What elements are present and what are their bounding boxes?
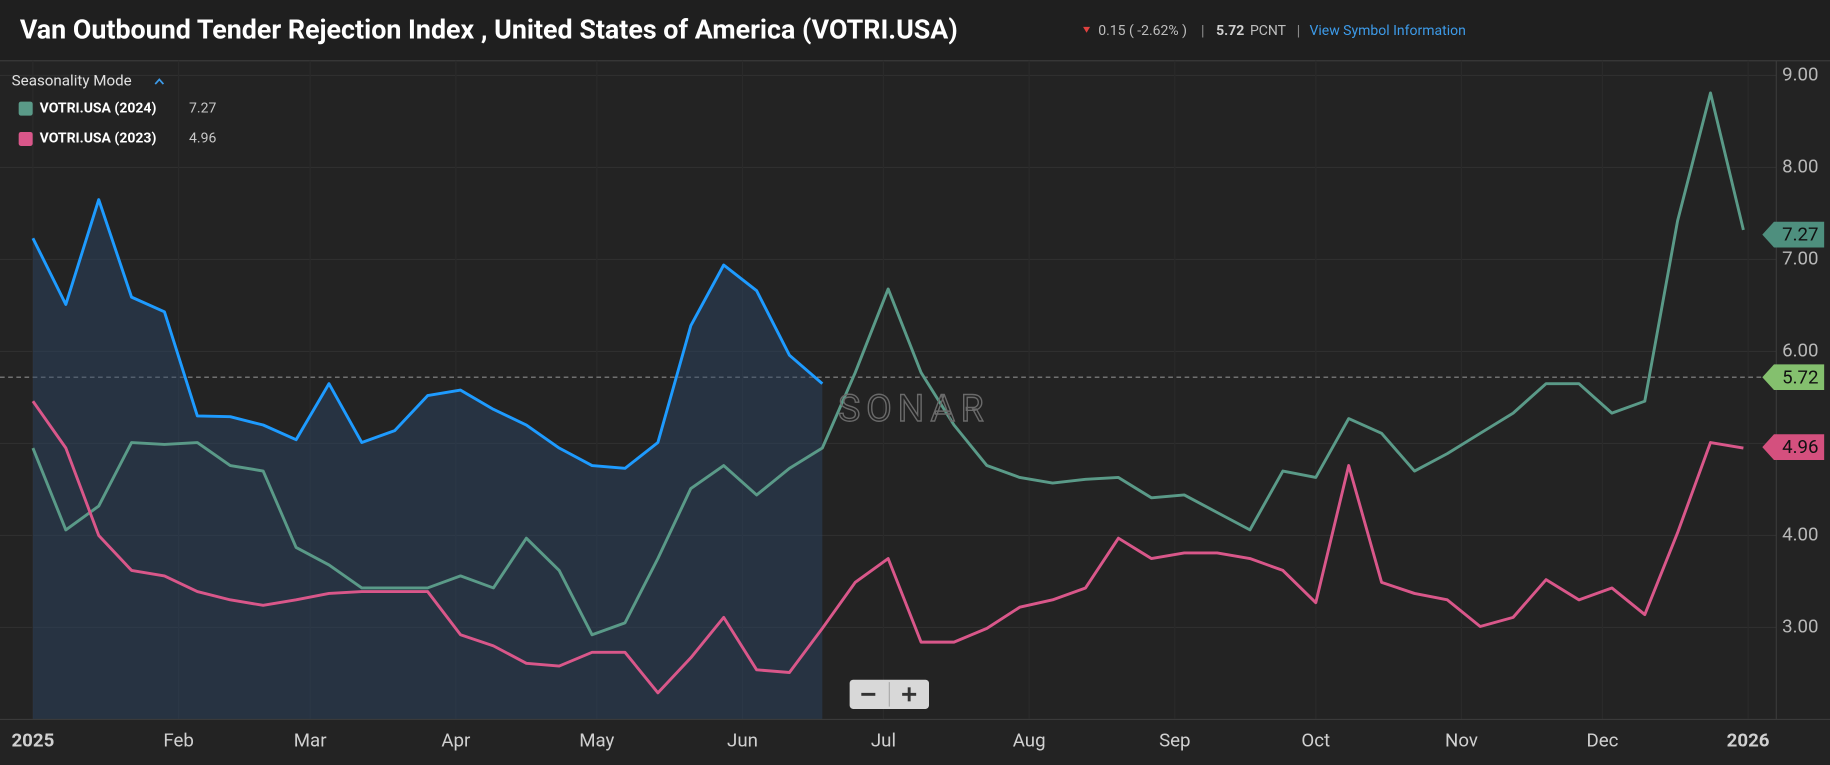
legend-swatch bbox=[18, 131, 33, 146]
price-tag-label: 7.27 bbox=[1782, 224, 1818, 246]
price-tag bbox=[1762, 221, 1825, 248]
mode-label[interactable]: Seasonality Mode bbox=[12, 72, 132, 90]
x-tick-label: Nov bbox=[1445, 730, 1478, 752]
x-tick-label: Dec bbox=[1586, 730, 1618, 752]
x-tick-label: Feb bbox=[163, 730, 194, 752]
separator: | bbox=[1297, 22, 1301, 40]
symbol-info-link[interactable]: View Symbol Information bbox=[1309, 23, 1465, 39]
x-tick-label: May bbox=[579, 730, 614, 752]
x-tick-label: Jul bbox=[871, 730, 896, 752]
x-tick-label: Mar bbox=[294, 730, 327, 752]
zoom-controls bbox=[849, 679, 930, 709]
y-tick-label: 8.00 bbox=[1782, 155, 1818, 177]
x-tick-label: Apr bbox=[441, 730, 471, 752]
legend-label: VOTRI.USA (2023) bbox=[40, 131, 157, 147]
x-tick-label: Sep bbox=[1159, 730, 1190, 752]
line bbox=[31, 91, 1745, 637]
line bbox=[31, 198, 824, 470]
x-tick-label: Jun bbox=[727, 730, 758, 752]
x-tick-label: 2025 bbox=[11, 730, 54, 752]
down-arrow bbox=[1083, 26, 1091, 33]
line bbox=[31, 400, 1744, 695]
price-tag bbox=[1762, 364, 1825, 391]
y-tick-label: 9.00 bbox=[1782, 63, 1818, 85]
legend-swatch bbox=[18, 101, 33, 116]
price-tag bbox=[1762, 434, 1825, 460]
y-tick-label: 4.00 bbox=[1782, 523, 1818, 545]
legend-value: 7.27 bbox=[189, 100, 216, 116]
unit: PCNT bbox=[1250, 23, 1287, 39]
watermark: SONAR bbox=[838, 387, 989, 431]
chart-title: Van Outbound Tender Rejection Index , Un… bbox=[20, 14, 958, 46]
y-tick-label: 7.00 bbox=[1782, 247, 1818, 269]
separator: | bbox=[1201, 22, 1205, 40]
caret[interactable] bbox=[154, 78, 165, 85]
x-tick-label: Oct bbox=[1301, 730, 1330, 752]
y-tick-label: 3.00 bbox=[1782, 615, 1818, 637]
price-tag-label: 5.72 bbox=[1782, 366, 1818, 388]
change: 0.15 ( -2.62% ) bbox=[1098, 23, 1187, 39]
price-tag-label: 4.96 bbox=[1782, 436, 1818, 458]
x-tick-label: Aug bbox=[1013, 730, 1046, 752]
y-tick-label: 6.00 bbox=[1782, 339, 1818, 361]
x-tick-label: 2026 bbox=[1727, 730, 1770, 752]
legend-value: 4.96 bbox=[189, 131, 216, 147]
header-bar bbox=[0, 0, 1830, 61]
last-value: 5.72 bbox=[1216, 23, 1244, 39]
area bbox=[32, 199, 823, 720]
legend-label: VOTRI.USA (2024) bbox=[40, 100, 157, 116]
